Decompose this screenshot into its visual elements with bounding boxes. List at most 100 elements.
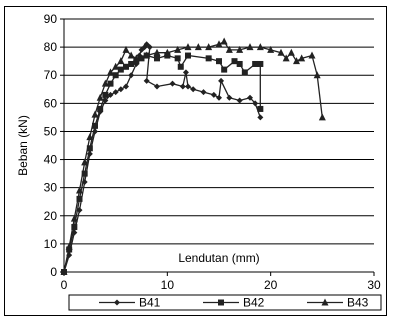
data-point-B43	[107, 68, 114, 76]
data-point-B41	[247, 94, 253, 101]
data-point-B42	[252, 60, 259, 67]
data-point-B42	[177, 63, 184, 70]
data-point-B42	[97, 105, 104, 112]
y-tick-label: 90	[44, 12, 58, 26]
series-line-B43	[63, 40, 323, 273]
data-point-B43	[298, 54, 306, 62]
data-point-B42	[71, 224, 78, 231]
y-tick-label: 80	[44, 40, 58, 54]
data-point-B43	[101, 79, 109, 87]
y-tick-label: 40	[44, 153, 58, 167]
data-point-B43	[86, 133, 94, 141]
data-point-B43	[293, 57, 300, 65]
data-point-B41	[216, 94, 222, 101]
data-point-B43	[220, 37, 228, 45]
data-point-B41	[117, 86, 124, 93]
data-point-B43	[122, 45, 130, 53]
x-tick-label: 10	[161, 278, 175, 292]
data-point-B41	[200, 89, 207, 96]
data-point-B43	[308, 51, 316, 59]
tick-labels: 0 10 20 30 40 50 60 70 80 90 0 10 20 30	[44, 12, 381, 292]
data-point-B41	[123, 83, 129, 90]
data-point-B43	[313, 71, 321, 79]
data-point-B42	[92, 122, 98, 129]
data-point-B42	[257, 105, 264, 112]
data-point-B41	[154, 83, 160, 90]
data-point-B43	[96, 93, 104, 101]
legend-label-B42: B42	[243, 296, 265, 310]
data-point-B43	[174, 45, 182, 53]
data-point-B43	[256, 43, 264, 51]
data-point-B42	[81, 170, 88, 177]
data-point-B43	[91, 110, 99, 118]
data-point-B43	[277, 48, 285, 56]
data-point-B41	[185, 83, 191, 90]
legend-item-B42: B42	[203, 296, 265, 310]
data-point-B43	[236, 45, 244, 53]
y-tick-label: 70	[44, 68, 58, 82]
legend-marker-B42	[218, 299, 224, 306]
data-point-B42	[241, 69, 248, 76]
data-point-B41	[179, 83, 186, 90]
data-point-B41	[107, 91, 114, 98]
series-B43	[60, 37, 326, 275]
data-point-B41	[210, 91, 217, 98]
legend-marker-B41	[114, 299, 120, 306]
data-point-B42	[107, 80, 114, 87]
axes	[60, 18, 375, 276]
legend-marker-B43	[321, 298, 329, 306]
data-point-B43	[153, 48, 161, 56]
data-point-B41	[112, 89, 119, 96]
data-point-B41	[226, 94, 233, 101]
data-point-B43	[70, 214, 78, 222]
data-point-B41	[218, 77, 225, 84]
x-axis-title: Lendutan (mm)	[178, 251, 259, 265]
data-point-B43	[287, 48, 295, 56]
data-point-B43	[112, 62, 120, 70]
data-point-B41	[236, 97, 243, 104]
data-point-B43	[246, 43, 254, 51]
data-point-B42	[123, 63, 129, 70]
data-point-B42	[216, 58, 222, 65]
data-point-B43	[81, 158, 89, 166]
y-tick-label: 60	[44, 96, 58, 110]
y-tick-label: 50	[44, 124, 58, 138]
data-point-B41	[182, 69, 189, 76]
data-point-B42	[236, 60, 243, 67]
data-point-B42	[174, 55, 181, 62]
data-point-B43	[117, 57, 125, 65]
data-point-B42	[102, 91, 109, 98]
data-point-B42	[128, 60, 135, 67]
x-tick-label: 30	[367, 278, 381, 292]
data-point-B42	[185, 52, 191, 59]
data-point-B41	[169, 80, 176, 87]
series-layer	[60, 37, 326, 275]
legend-item-B43: B43	[307, 296, 369, 310]
data-point-B43	[143, 51, 151, 59]
legend-item-B41: B41	[99, 296, 161, 310]
data-point-B42	[117, 66, 124, 73]
data-point-B41	[128, 72, 135, 79]
data-point-B43	[205, 43, 213, 51]
legend: B41 B42 B43	[68, 294, 382, 311]
data-point-B41	[146, 44, 153, 51]
data-point-B42	[205, 55, 212, 62]
y-tick-label: 0	[50, 265, 57, 279]
series-line-B41	[63, 43, 261, 273]
series-B41	[61, 41, 264, 275]
x-tick-label: 20	[264, 278, 278, 292]
data-point-B43	[184, 43, 192, 51]
data-point-B43	[127, 51, 135, 59]
data-point-B42	[76, 195, 83, 202]
data-point-B43	[132, 54, 140, 62]
y-tick-label: 20	[44, 209, 58, 223]
data-point-B41	[257, 114, 264, 121]
legend-label-B43: B43	[347, 296, 369, 310]
data-point-B41	[143, 77, 150, 84]
data-point-B42	[112, 72, 119, 79]
data-point-B42	[86, 145, 93, 152]
data-point-B43	[194, 43, 202, 51]
data-point-B43	[282, 54, 290, 62]
data-point-B42	[257, 60, 264, 67]
data-point-B42	[138, 55, 145, 62]
